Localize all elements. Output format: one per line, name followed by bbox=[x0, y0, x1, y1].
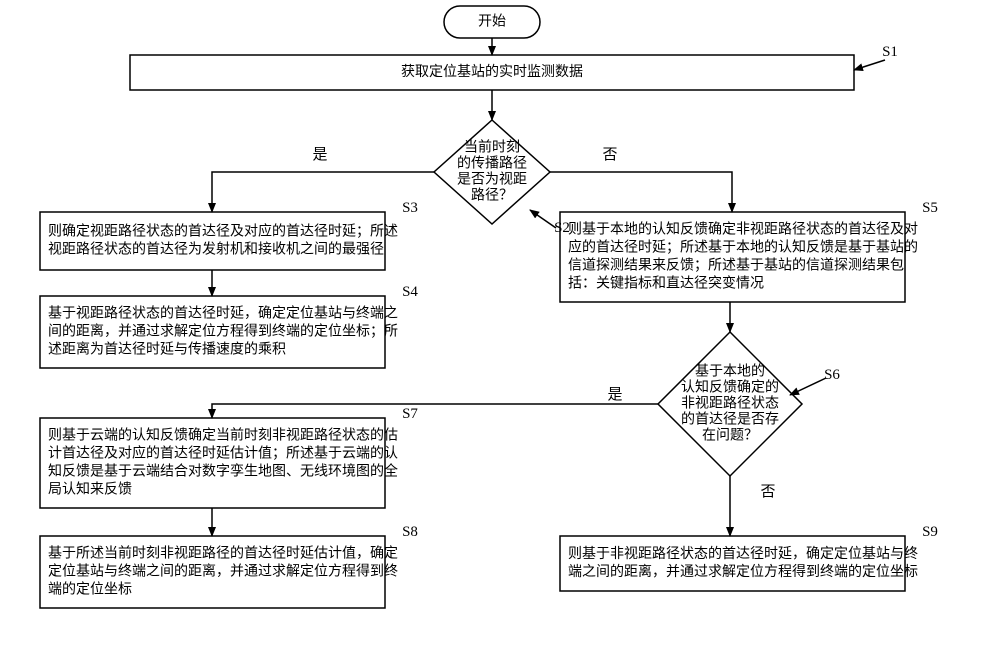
diamond-S6-line-0: 基于本地的 bbox=[695, 363, 765, 380]
box-S5-line-3: 括：关键指标和直达径突变情况 bbox=[568, 275, 764, 292]
box-S7-line-0: 则基于云端的认知反馈确定当前时刻非视距路径状态的估 bbox=[48, 427, 398, 444]
tag-S4: S4 bbox=[402, 284, 418, 300]
tag-S9: S9 bbox=[922, 524, 938, 540]
box-S3-line-1: 视距路径状态的首达径为发射机和接收机之间的最强径 bbox=[48, 241, 384, 258]
diamond-S2-line-2: 是否为视距 bbox=[457, 172, 527, 188]
box-S5-line-0: 则基于本地的认知反馈确定非视距路径状态的首达径及对 bbox=[568, 221, 918, 238]
box-S9-line-0: 则基于非视距路径状态的首达径时延，确定定位基站与终 bbox=[568, 545, 918, 562]
arrow-S2-no-S5 bbox=[550, 172, 732, 212]
box-S5-line-2: 信道探测结果来反馈；所述基于基站的信道探测结果包 bbox=[568, 257, 904, 274]
branch-label-no1: 否 bbox=[602, 147, 617, 163]
tag-S5: S5 bbox=[922, 200, 938, 216]
box-S1-line-0: 获取定位基站的实时监测数据 bbox=[401, 63, 583, 80]
diamond-S6-line-4: 在问题？ bbox=[702, 428, 758, 444]
branch-label-yes2: 是 bbox=[607, 387, 622, 403]
arrow-tag-S6-leader bbox=[790, 378, 826, 395]
tag-S3: S3 bbox=[402, 200, 418, 216]
box-S8-line-2: 端的定位坐标 bbox=[48, 582, 132, 598]
box-S4-line-2: 述距离为首达径时延与传播速度的乘积 bbox=[48, 341, 286, 358]
diamond-S6-line-1: 认知反馈确定的 bbox=[681, 379, 779, 396]
branch-label-no2: 否 bbox=[760, 484, 775, 500]
tag-S7: S7 bbox=[402, 406, 418, 422]
tag-S8: S8 bbox=[402, 524, 418, 540]
start-label: 开始 bbox=[478, 14, 506, 30]
box-S7-line-3: 局认知来反馈 bbox=[48, 481, 132, 498]
diamond-S6-line-3: 的首达径是否存 bbox=[681, 412, 779, 428]
arrow-S2-yes-S3 bbox=[212, 172, 434, 212]
tag-S2: S2 bbox=[554, 220, 570, 236]
box-S4-line-0: 基于视距路径状态的首达径时延，确定定位基站与终端之 bbox=[48, 305, 398, 322]
arrow-tag-S2-leader bbox=[530, 210, 556, 228]
box-S4-line-1: 间的距离，并通过求解定位方程得到终端的定位坐标；所 bbox=[48, 323, 398, 340]
arrow-S6-yes-S7 bbox=[212, 404, 658, 418]
box-S9 bbox=[560, 536, 905, 591]
box-S8-line-1: 定位基站与终端之间的距离，并通过求解定位方程得到终 bbox=[48, 563, 398, 580]
box-S8-line-0: 基于所述当前时刻非视距路径的首达径时延估计值，确定 bbox=[48, 545, 398, 562]
box-S9-line-1: 端之间的距离，并通过求解定位方程得到终端的定位坐标 bbox=[568, 563, 918, 580]
arrow-tag-S1-leader bbox=[854, 60, 885, 70]
box-S7-line-1: 计首达径及对应的首达径时延估计值；所述基于云端的认 bbox=[48, 445, 398, 462]
branch-label-yes1: 是 bbox=[312, 147, 327, 163]
diamond-S2-line-1: 的传播路径 bbox=[457, 156, 527, 172]
diamond-S6-line-2: 非视距路径状态 bbox=[681, 396, 779, 412]
box-S7-line-2: 知反馈是基于云端结合对数字孪生地图、无线环境图的全 bbox=[48, 463, 398, 480]
diamond-S2-line-0: 当前时刻 bbox=[464, 139, 520, 156]
box-S5-line-1: 应的首达径时延；所述基于本地的认知反馈是基于基站的 bbox=[568, 239, 918, 256]
tag-S1: S1 bbox=[882, 44, 898, 60]
diamond-S2-line-3: 路径？ bbox=[471, 188, 513, 204]
tag-S6: S6 bbox=[824, 367, 840, 383]
box-S3 bbox=[40, 212, 385, 270]
box-S3-line-0: 则确定视距路径状态的首达径及对应的首达径时延；所述 bbox=[48, 223, 398, 240]
